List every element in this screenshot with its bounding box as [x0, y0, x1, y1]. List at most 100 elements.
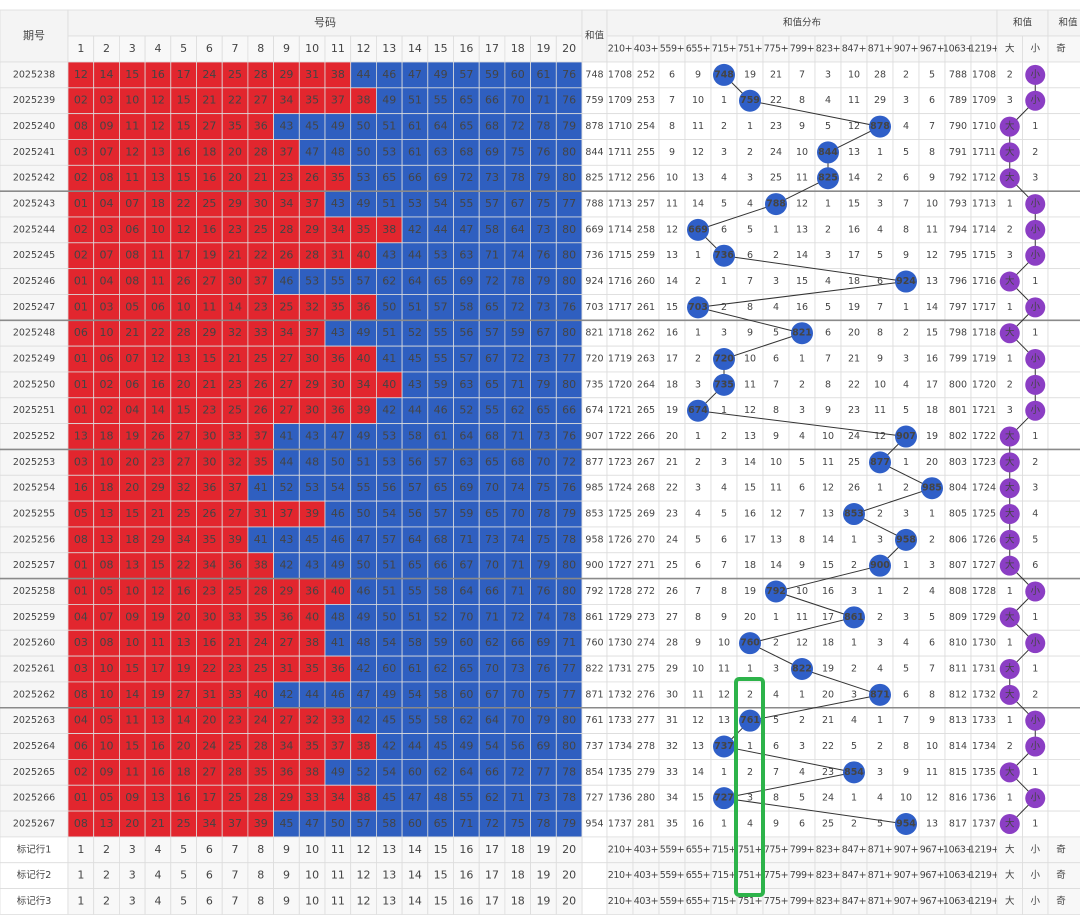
miss-count: 2 [721, 431, 727, 442]
cell [375, 371, 403, 399]
footer-cell: 小 [1030, 844, 1040, 855]
number: 38 [331, 68, 345, 81]
miss-count: 255 [637, 147, 655, 158]
cell [196, 474, 223, 502]
column-header: 10 [305, 42, 319, 55]
cell [632, 449, 660, 476]
miss-count: 5 [903, 147, 909, 158]
cell [866, 164, 894, 192]
cell [944, 552, 972, 580]
size-label: 大 [1005, 688, 1015, 700]
number: 13 [100, 533, 114, 546]
miss-count: 7 [929, 664, 935, 675]
number: 33 [228, 430, 242, 443]
number: 12 [151, 585, 165, 598]
number: 64 [485, 714, 499, 727]
sum: 844 [585, 147, 603, 158]
footer-cell: 16 [459, 894, 473, 907]
footer-cell: 小 [1030, 870, 1040, 881]
number: 46 [331, 507, 345, 520]
number: 07 [125, 197, 139, 210]
number: 39 [254, 817, 268, 830]
number: 40 [254, 688, 268, 701]
cell [119, 190, 146, 218]
header-dist: 和值分布 [783, 17, 821, 29]
number: 17 [202, 791, 216, 804]
number: 55 [459, 197, 473, 210]
cell [93, 164, 120, 192]
footer-cell: 8 [257, 843, 264, 856]
miss-count: 1710 [972, 121, 996, 132]
cell [170, 61, 197, 89]
footer-cell: 967+ [920, 870, 945, 881]
cell [93, 294, 120, 321]
miss-count: 790 [949, 121, 967, 132]
miss-count: 20 [848, 328, 860, 339]
cell [710, 190, 738, 218]
miss-count: 25 [848, 457, 860, 468]
number: 68 [434, 533, 448, 546]
miss-count: 1 [721, 276, 727, 287]
cell [970, 216, 998, 244]
number: 48 [331, 145, 345, 158]
number: 42 [408, 223, 422, 236]
cell [401, 500, 429, 528]
cell [658, 604, 686, 631]
size-miss: 3 [1032, 483, 1038, 494]
cell [1047, 449, 1080, 476]
miss-count: 1709 [972, 95, 996, 106]
footer-cell: 14 [408, 869, 422, 882]
number: 30 [305, 404, 319, 417]
cell [350, 604, 377, 631]
size-label: 小 [1030, 638, 1040, 649]
number: 62 [382, 275, 396, 288]
miss-count: 15 [744, 483, 756, 494]
cell [944, 604, 972, 631]
number: 49 [357, 326, 371, 339]
number: 61 [434, 430, 448, 443]
cell [221, 268, 249, 295]
cell [970, 113, 998, 140]
cell [119, 35, 146, 63]
miss-count: 11 [874, 405, 886, 416]
cell [866, 87, 894, 115]
miss-count: 16 [666, 328, 678, 339]
number: 42 [357, 662, 371, 675]
column-header: 6 [206, 42, 213, 55]
miss-count: 23 [666, 509, 678, 520]
number: 02 [100, 404, 114, 417]
number: 20 [228, 145, 242, 158]
miss-count: 19 [926, 431, 938, 442]
cell [530, 526, 557, 554]
issue: 2025239 [13, 95, 55, 106]
ball-value: 669 [688, 224, 708, 235]
miss-count: 1713 [608, 199, 632, 210]
cell [93, 423, 120, 450]
cell [710, 500, 738, 528]
number: 02 [100, 378, 114, 391]
ball-value: 900 [870, 560, 890, 571]
cell [427, 423, 454, 450]
number: 62 [511, 404, 525, 417]
cell [478, 113, 506, 140]
footer-cell: 7 [232, 894, 239, 907]
footer-cell: 210+ [608, 844, 633, 855]
miss-count: 805 [949, 509, 967, 520]
footer-cell: 11 [331, 869, 345, 882]
size-miss: 3 [1032, 173, 1038, 184]
number: 32 [305, 300, 319, 313]
size-miss: 1 [1032, 818, 1038, 829]
column-header: 19 [536, 42, 550, 55]
number: 23 [228, 223, 242, 236]
miss-count: 801 [949, 405, 967, 416]
miss-count: 1721 [972, 405, 996, 416]
cell [530, 500, 557, 528]
miss-count: 2 [877, 173, 883, 184]
footer-label: 标记行1 [17, 843, 52, 855]
ball-value: 954 [896, 818, 916, 829]
miss-count: 1722 [972, 431, 996, 442]
cell [606, 449, 634, 476]
number: 33 [228, 610, 242, 623]
miss-count: 817 [949, 818, 967, 829]
footer-cell: 967+ [920, 896, 945, 907]
